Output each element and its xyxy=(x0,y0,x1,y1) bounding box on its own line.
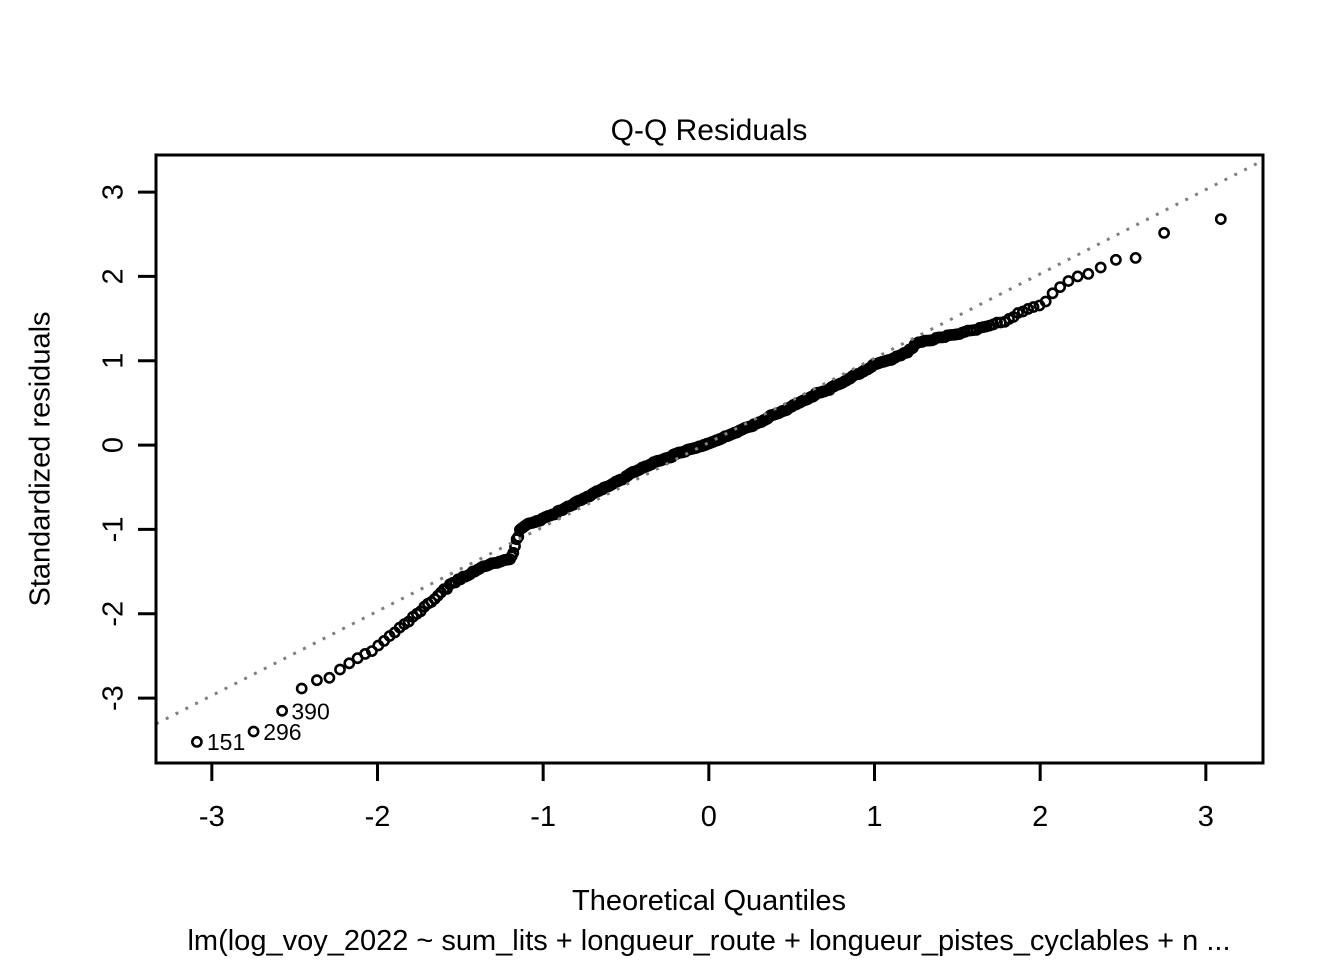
data-point xyxy=(1158,226,1170,239)
x-axis: -3 -2 -1 0 1 2 3 xyxy=(199,763,1214,833)
y-tick-label: -2 xyxy=(98,601,130,627)
data-point xyxy=(1027,301,1040,313)
y-tick-label: -3 xyxy=(98,685,130,711)
x-tick-label: 0 xyxy=(701,801,717,833)
x-tick-label: -1 xyxy=(530,801,556,833)
outlier-label: 151 xyxy=(207,729,245,755)
data-point xyxy=(1054,281,1066,293)
data-point xyxy=(1129,251,1142,264)
data-point xyxy=(295,682,308,695)
data-point xyxy=(310,674,323,687)
chart-title: Q-Q Residuals xyxy=(611,114,808,147)
data-point xyxy=(276,704,288,717)
y-tick-label: 3 xyxy=(98,184,130,200)
data-point xyxy=(334,663,346,676)
x-tick-label: 1 xyxy=(866,801,882,833)
x-axis-label: Theoretical Quantiles xyxy=(572,885,846,917)
data-point xyxy=(247,725,260,738)
data-point xyxy=(323,671,336,684)
x-tick-label: -3 xyxy=(199,801,225,833)
data-point xyxy=(343,657,356,670)
y-axis-label: Standardized residuals xyxy=(25,311,57,606)
data-point xyxy=(1022,302,1034,315)
data-point xyxy=(190,736,203,748)
y-tick-label: 0 xyxy=(98,437,130,453)
qq-points xyxy=(190,213,1227,748)
data-point xyxy=(1039,295,1052,308)
plot-box xyxy=(154,153,1265,765)
y-tick-label: -1 xyxy=(98,517,130,543)
x-tick-label: -2 xyxy=(365,801,391,833)
data-point xyxy=(1071,270,1084,283)
x-tick-label: 2 xyxy=(1032,801,1048,833)
model-formula-subtitle: lm(log_voy_2022 ~ sum_lits + longueur_ro… xyxy=(187,925,1230,957)
data-point xyxy=(1094,261,1107,274)
x-tick-label: 3 xyxy=(1198,801,1214,833)
data-point xyxy=(1062,275,1075,287)
y-tick-label: 1 xyxy=(98,353,130,369)
data-point xyxy=(1046,287,1059,300)
outlier-label: 296 xyxy=(263,719,301,745)
data-point xyxy=(1110,253,1122,266)
y-axis: -3 -2 -1 0 1 2 3 xyxy=(98,184,156,711)
outlier-label: 390 xyxy=(291,699,329,725)
data-point xyxy=(507,546,520,559)
y-tick-label: 2 xyxy=(98,268,130,284)
data-point xyxy=(1082,267,1095,280)
qq-reference-line xyxy=(155,159,1264,726)
data-point xyxy=(1214,213,1227,225)
